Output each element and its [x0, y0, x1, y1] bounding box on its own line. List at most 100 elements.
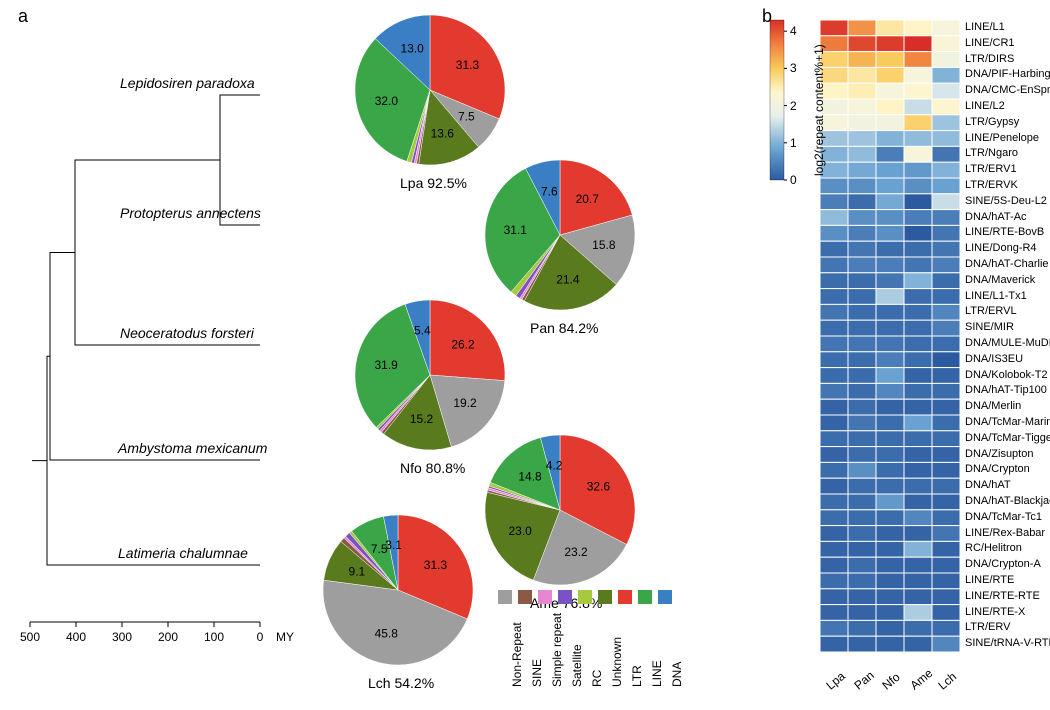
heatmap-cell	[876, 99, 904, 115]
heatmap-cell	[904, 352, 932, 368]
heatmap-cell	[876, 478, 904, 494]
heatmap-cell	[876, 352, 904, 368]
heatmap-cell	[932, 636, 960, 652]
heatmap-cell	[932, 36, 960, 52]
heatmap-cell	[876, 589, 904, 605]
time-tick: 200	[158, 630, 178, 644]
heatmap-cell	[876, 462, 904, 478]
heatmap-cell	[932, 67, 960, 83]
heatmap-row-label: DNA/hAT-Blackjack	[965, 495, 1050, 507]
heatmap-cell	[876, 573, 904, 589]
heatmap-cell	[932, 605, 960, 621]
heatmap-cell	[904, 273, 932, 289]
heatmap-row-label: DNA/Crypton-A	[965, 558, 1041, 570]
heatmap-cell	[876, 178, 904, 194]
heatmap-row-label: LINE/L1-Tx1	[965, 290, 1027, 302]
heatmap-cell	[848, 289, 876, 305]
heatmap-cell	[904, 620, 932, 636]
heatmap-cell	[904, 320, 932, 336]
heatmap-row-label: DNA/Merlin	[965, 400, 1021, 412]
heatmap-cell	[932, 589, 960, 605]
heatmap-cell	[848, 336, 876, 352]
species-label-nfo: Neoceratodus forsteri	[120, 325, 254, 341]
legend-label: LINE	[650, 660, 664, 687]
heatmap-cell	[848, 636, 876, 652]
heatmap-cell	[932, 289, 960, 305]
pie-title-nfo: Nfo 80.8%	[400, 460, 465, 476]
heatmap-cell	[904, 304, 932, 320]
heatmap-cell	[876, 162, 904, 178]
heatmap-cell	[876, 431, 904, 447]
heatmap-row-label: DNA/Maverick	[965, 274, 1035, 286]
colorbar-tick: 2	[790, 99, 797, 113]
heatmap-cell	[820, 336, 848, 352]
heatmap-cell	[876, 526, 904, 542]
heatmap-cell	[932, 146, 960, 162]
heatmap-cell	[904, 510, 932, 526]
legend-swatch	[638, 590, 652, 604]
heatmap-cell	[932, 52, 960, 68]
heatmap-cell	[932, 494, 960, 510]
heatmap-cell	[876, 289, 904, 305]
heatmap-cell	[820, 541, 848, 557]
heatmap-cell	[876, 52, 904, 68]
heatmap-cell	[848, 36, 876, 52]
heatmap-cell	[848, 462, 876, 478]
time-tick: 0	[257, 630, 264, 644]
heatmap-cell	[904, 383, 932, 399]
species-label-lpa: Lepidosiren paradoxa	[120, 75, 255, 91]
heatmap-cell	[848, 83, 876, 99]
heatmap-cell	[848, 178, 876, 194]
heatmap-cell	[876, 304, 904, 320]
heatmap-row-label: LINE/Dong-R4	[965, 242, 1037, 254]
heatmap-cell	[848, 99, 876, 115]
heatmap-cell	[848, 589, 876, 605]
heatmap-cell	[932, 115, 960, 131]
heatmap-cell	[876, 67, 904, 83]
heatmap-cell	[848, 194, 876, 210]
legend-swatch	[498, 590, 512, 604]
heatmap-cell	[904, 146, 932, 162]
heatmap-row-label: LINE/RTE-RTE	[965, 590, 1040, 602]
heatmap-cell	[904, 589, 932, 605]
heatmap-cell	[848, 320, 876, 336]
heatmap-cell	[904, 194, 932, 210]
heatmap-cell	[820, 241, 848, 257]
heatmap-cell	[876, 241, 904, 257]
heatmap-cell	[876, 36, 904, 52]
heatmap-cell	[876, 605, 904, 621]
heatmap-cell	[932, 541, 960, 557]
heatmap-cell	[848, 146, 876, 162]
heatmap-cell	[876, 383, 904, 399]
heatmap-cell	[820, 415, 848, 431]
heatmap-cell	[820, 273, 848, 289]
heatmap-cell	[932, 399, 960, 415]
heatmap-cell	[848, 225, 876, 241]
heatmap-row-label: LTR/DIRS	[965, 53, 1014, 65]
heatmap-cell	[876, 257, 904, 273]
heatmap-cell	[904, 478, 932, 494]
heatmap-cell	[848, 368, 876, 384]
heatmap-cell	[904, 415, 932, 431]
heatmap-cell	[820, 620, 848, 636]
heatmap-cell	[932, 194, 960, 210]
heatmap-cell	[820, 589, 848, 605]
heatmap-cell	[932, 257, 960, 273]
heatmap-cell	[820, 399, 848, 415]
heatmap-cell	[932, 478, 960, 494]
legend-label: SINE	[530, 659, 544, 687]
legend-label: RC	[590, 670, 604, 687]
legend-swatch	[578, 590, 592, 604]
colorbar-tick: 3	[790, 61, 797, 75]
heatmap-cell	[904, 115, 932, 131]
heatmap-cell	[820, 431, 848, 447]
heatmap-cell	[932, 83, 960, 99]
heatmap-cell	[848, 415, 876, 431]
heatmap-cell	[932, 178, 960, 194]
heatmap-row-label: LTR/ERV1	[965, 163, 1017, 175]
heatmap-row-label: LTR/Ngaro	[965, 147, 1018, 159]
heatmap-cell	[820, 557, 848, 573]
heatmap-cell	[904, 210, 932, 226]
heatmap-cell	[904, 257, 932, 273]
heatmap-cell	[904, 241, 932, 257]
